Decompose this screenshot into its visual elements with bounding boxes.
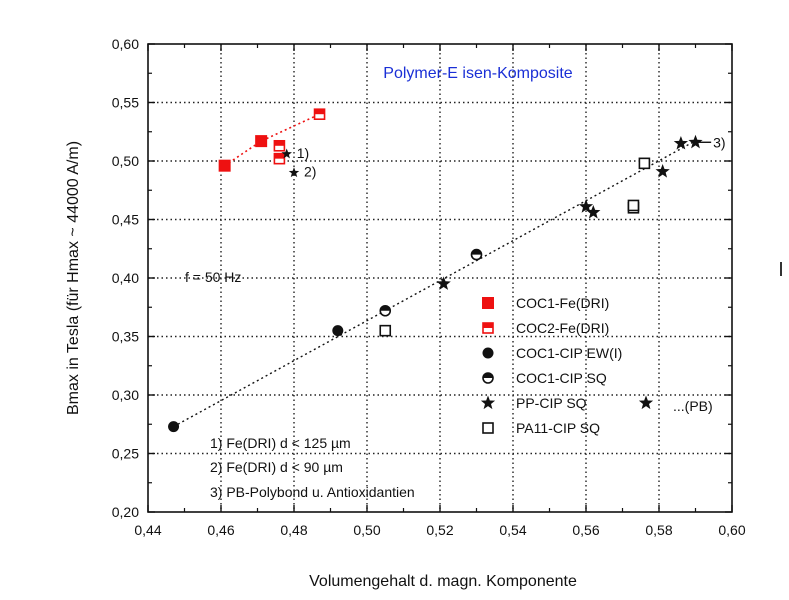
- y-tick-label: 0,25: [112, 446, 139, 462]
- data-point: [332, 325, 344, 337]
- x-tick-label: 0,48: [280, 522, 307, 538]
- legend-marker: [482, 422, 494, 434]
- marker-fill: [274, 153, 285, 159]
- marker-fill: [483, 323, 493, 328]
- legend-label: COC1-CIP EW(I): [516, 345, 622, 361]
- data-point: [673, 135, 689, 150]
- data-point: [638, 157, 651, 170]
- trendline-cip: [173, 138, 700, 428]
- fe-size-marker: [288, 167, 300, 178]
- legend-marker: [482, 297, 494, 309]
- y-tick-label: 0,20: [112, 504, 139, 520]
- note-3: 3) PB-Polybond u. Antioxidantien: [210, 484, 415, 500]
- data-point: [627, 199, 640, 212]
- x-tick-label: 0,54: [499, 522, 526, 538]
- marker-fill: [471, 249, 482, 255]
- edge-marker: [780, 262, 782, 276]
- chart-title: Polymer-E isen-Komposite: [383, 65, 573, 82]
- frequency-label: f = 50 Hz: [185, 269, 241, 285]
- legend-marker: [482, 372, 494, 384]
- data-point: [168, 421, 180, 433]
- data-point: [578, 199, 594, 213]
- data-points: 1) 2) 3): [168, 108, 726, 433]
- y-tick-label: 0,30: [112, 387, 139, 403]
- x-tick-label: 0,52: [426, 522, 453, 538]
- data-point: [273, 152, 286, 165]
- x-axis-title: Volumengehalt d. magn. Komponente: [309, 573, 577, 590]
- y-tick-label: 0,50: [112, 153, 139, 169]
- data-point: [379, 324, 392, 337]
- data-point: [436, 276, 451, 290]
- pb-callout-label: 3): [713, 134, 725, 150]
- legend-label: PP-CIP SQ: [516, 395, 587, 411]
- data-point: [379, 304, 392, 317]
- data-point: [655, 164, 670, 178]
- y-tick-label: 0,35: [112, 329, 139, 345]
- legend: COC1-Fe(DRI) COC2-Fe(DRI) COC1-CIP EW(I) CO…: [480, 295, 654, 436]
- x-tick-label: 0,50: [353, 522, 380, 538]
- fe-size-label: 1): [297, 145, 309, 161]
- data-point: [218, 159, 231, 172]
- legend-marker: [480, 395, 496, 410]
- data-point: [586, 204, 601, 219]
- data-point: [313, 108, 326, 120]
- marker-fill: [274, 140, 285, 146]
- legend-marker: [482, 347, 494, 359]
- note-2: 2) Fe(DRI) d < 90 µm: [210, 459, 343, 475]
- trend-lines: [173, 113, 700, 428]
- x-tick-label: 0,46: [207, 522, 234, 538]
- data-point: [255, 135, 268, 148]
- grid-lines: [148, 44, 732, 512]
- y-tick-label: 0,45: [112, 212, 139, 228]
- x-tick-label: 0,56: [572, 522, 599, 538]
- data-point: [688, 134, 703, 149]
- legend-label: COC2-Fe(DRI): [516, 320, 609, 336]
- legend-label: COC1-Fe(DRI): [516, 295, 609, 311]
- y-tick-label: 0,40: [112, 270, 139, 286]
- marker-fill: [380, 305, 391, 311]
- legend-marker: [482, 322, 494, 334]
- x-tick-label: 0,44: [134, 522, 161, 538]
- marker-fill: [483, 373, 493, 378]
- data-point: [273, 139, 286, 152]
- note-1: 1) Fe(DRI) d < 125 µm: [210, 435, 351, 451]
- axes: 0,44 0,46 0,48 0,50 0,52 0,54 0,56 0,58 0,60 0,20…: [112, 36, 746, 538]
- pb-label: ...(PB): [673, 398, 713, 414]
- fe-size-marker: [281, 148, 292, 159]
- legend-label: COC1-CIP SQ: [516, 370, 607, 386]
- legend-pb-marker: [638, 395, 654, 410]
- y-axis-title: Bmax in Tesla (für Hmax ~ 44000 A/m): [65, 141, 82, 415]
- x-tick-label: 0,60: [718, 522, 745, 538]
- y-tick-label: 0,55: [112, 95, 139, 111]
- data-point: [470, 248, 483, 261]
- x-tick-label: 0,58: [645, 522, 672, 538]
- y-tick-label: 0,60: [112, 36, 139, 52]
- fe-size-label: 2): [304, 164, 316, 180]
- legend-label: PA11-CIP SQ: [516, 420, 600, 436]
- marker-fill: [314, 109, 325, 115]
- trendline-fe: [224, 113, 320, 167]
